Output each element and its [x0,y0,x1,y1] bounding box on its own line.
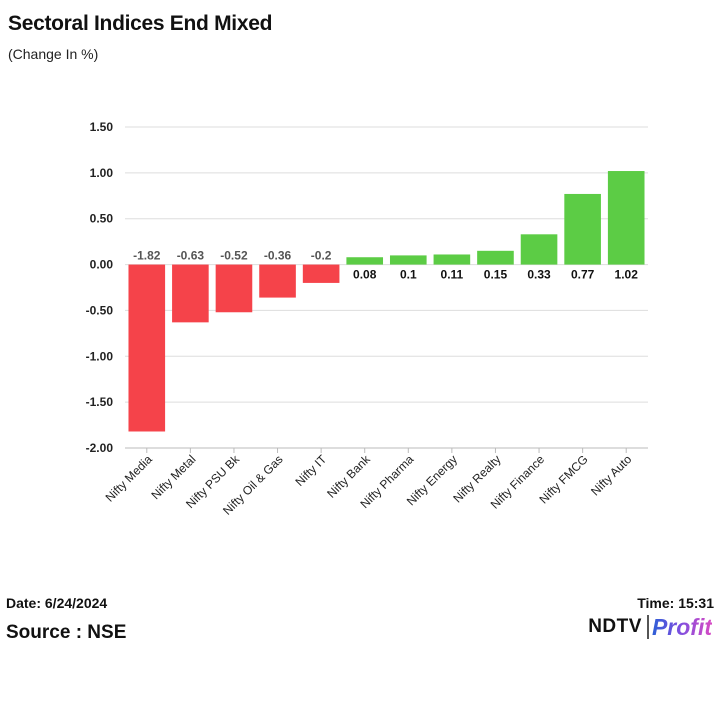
bar [564,193,601,265]
bar [607,171,645,265]
data-label: 0.33 [527,268,551,282]
logo-ndtv-text: NDTV [588,616,642,637]
y-tick-label: -0.50 [86,303,114,317]
source-label: Source : NSE [6,622,127,643]
bar [259,264,296,298]
logo-profit-text: Profit [651,613,712,640]
data-label: 1.02 [615,268,639,282]
data-label: -0.63 [177,249,205,263]
bar [302,264,340,283]
bar-chart: 1.50 1.00 0.50 0.00 -0.50 -1.00 -1.50 -2.00 -1.8… [86,120,648,518]
bar [433,254,471,265]
chart-subtitle: (Change In %) [8,46,99,62]
data-label: -1.82 [133,249,161,263]
y-tick-label: 0.00 [90,258,114,272]
bar [520,234,558,265]
x-tick-label: Nifty Auto [588,452,634,498]
bar [172,264,209,323]
bar [215,264,253,313]
y-tick-label: 1.50 [90,120,114,134]
x-tick-label: Nifty IT [292,452,329,489]
ndtv-profit-logo: NDTV Profit [588,613,712,641]
time-label: Time: 15:31 [637,595,714,611]
y-tick-label: -1.50 [86,395,114,409]
bar [128,264,166,432]
y-tick-label: -1.00 [86,349,114,363]
data-label: -0.2 [311,249,332,263]
y-tick-label: 0.50 [90,212,114,226]
bar [346,257,384,265]
y-tick-label: -2.00 [86,441,114,455]
data-label: 0.1 [400,268,417,282]
chart-title: Sectoral Indices End Mixed [8,12,273,35]
date-label: Date: 6/24/2024 [6,595,108,611]
data-label: 0.08 [353,268,377,282]
bar [389,255,427,265]
logo-divider [646,615,649,639]
bar [477,250,514,265]
data-label: 0.11 [441,268,464,282]
x-tick-label: Nifty Media [103,452,156,505]
data-label: -0.52 [220,249,248,263]
data-label: -0.36 [264,249,292,263]
y-tick-label: 1.00 [90,166,114,180]
data-label: 0.77 [571,268,595,282]
data-label: 0.15 [484,268,508,282]
